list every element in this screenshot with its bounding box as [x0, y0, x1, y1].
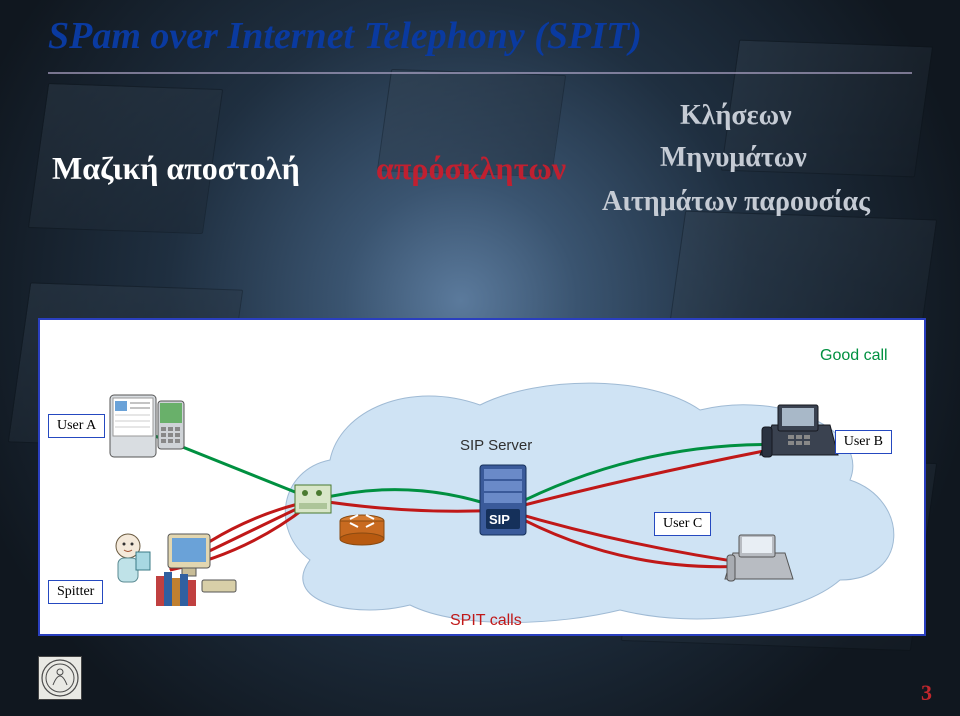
footer-logo-icon	[38, 656, 82, 700]
diagram-svg: Good call SPIT calls SIP Server	[40, 320, 924, 634]
spit-calls-label: SPIT calls	[450, 612, 522, 629]
sip-server-icon: SIP	[480, 465, 526, 535]
user-a-client-icon	[110, 395, 184, 457]
slide-number: 3	[921, 680, 932, 706]
sip-server-label: SIP Server	[460, 437, 532, 454]
title-underline	[48, 72, 912, 74]
text-kliseon: Κλήσεων	[680, 100, 792, 132]
user-a-label: User A	[48, 414, 105, 438]
spitter-label: Spitter	[48, 580, 103, 604]
slide: SPam over Internet Telephony (SPIT) Μαζι…	[0, 0, 960, 716]
user-c-label: User C	[654, 512, 711, 536]
user-b-label: User B	[835, 430, 892, 454]
text-maziki: Μαζική αποστολή	[52, 150, 300, 187]
text-minymaton: Μηνυμάτων	[660, 142, 807, 174]
sip-box-label: SIP	[489, 512, 510, 527]
slide-title: SPam over Internet Telephony (SPIT)	[48, 14, 642, 58]
good-call-label: Good call	[820, 347, 888, 364]
network-diagram: Good call SPIT calls SIP Server	[38, 318, 926, 636]
gateway-icon	[295, 485, 331, 513]
text-aitimaton: Αιτημάτων παρουσίας	[602, 186, 870, 218]
text-aproskliton: απρόσκλητων	[376, 150, 566, 187]
router-icon	[340, 515, 384, 545]
